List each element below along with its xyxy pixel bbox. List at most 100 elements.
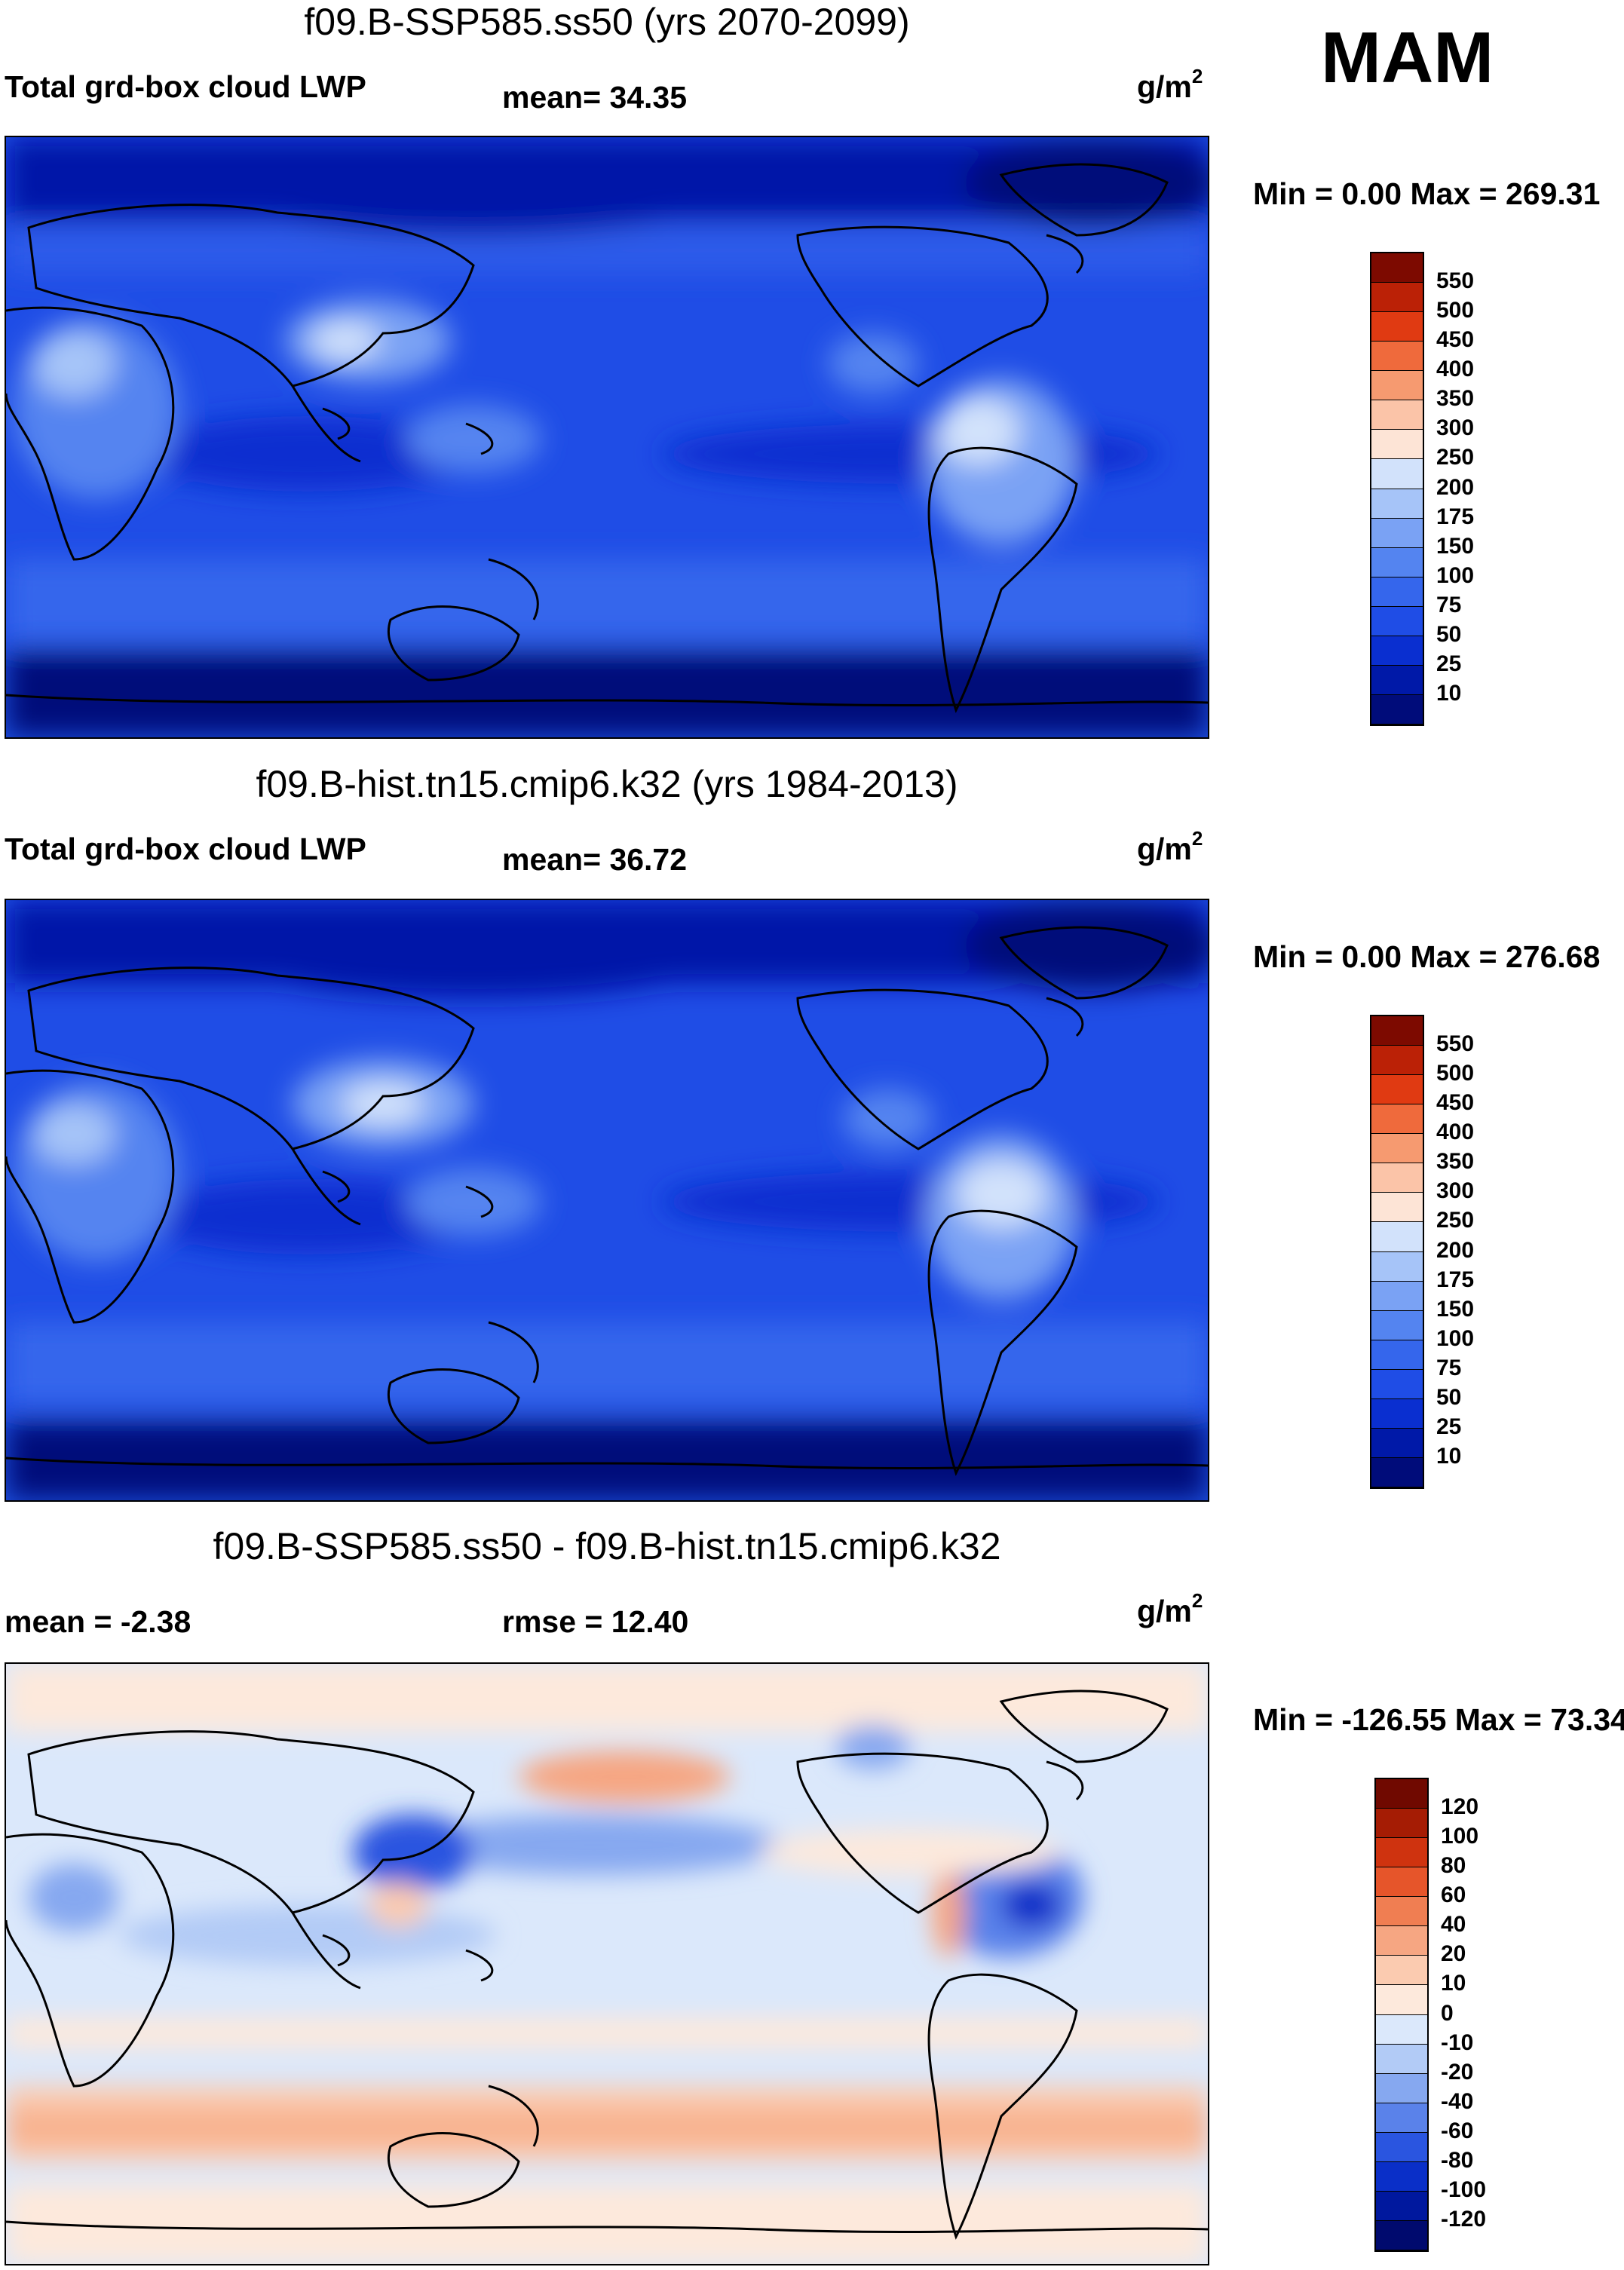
colorbar-tick-label: 350 [1436, 1149, 1475, 1175]
colorbar-tick-label: 400 [1436, 357, 1475, 382]
variable-label: Total grd-box cloud LWP [5, 832, 366, 866]
colorbar-cell [1376, 2220, 1427, 2250]
colorbar-tick-label: -10 [1441, 2030, 1474, 2055]
colorbar-tick-label: -20 [1441, 2059, 1474, 2085]
colorbar-tick-label: -120 [1441, 2206, 1487, 2232]
colorbar-tick-label: 60 [1441, 1882, 1466, 1908]
colorbar-cell [1371, 1398, 1423, 1429]
contour-map [6, 1664, 1208, 2264]
colorbar-cell [1371, 1340, 1423, 1370]
colorbar-tick-label: -80 [1441, 2147, 1474, 2173]
colorbar-cell [1371, 1163, 1423, 1193]
colorbar-cell [1371, 342, 1423, 372]
colorbar-cell [1376, 2132, 1427, 2162]
colorbar-tick-label: 20 [1441, 1941, 1466, 1967]
colorbar-tick-label: 100 [1441, 1824, 1479, 1849]
colorbar-tick-label: 450 [1436, 1090, 1475, 1116]
colorbar-tick-label: 10 [1436, 680, 1462, 706]
colorbar-tick-label: 10 [1436, 1443, 1462, 1469]
colorbar-tick-label: 80 [1441, 1853, 1466, 1879]
colorbar-tick-label: 200 [1436, 474, 1475, 500]
colorbar-cell [1371, 430, 1423, 460]
colorbar-cell [1376, 1809, 1427, 1839]
colorbar-cell [1371, 1046, 1423, 1076]
colorbar-cell [1371, 1075, 1423, 1105]
colorbar-cell [1371, 1369, 1423, 1399]
mean-label: mean = -2.38 [5, 1604, 192, 1639]
colorbar-cell [1376, 2073, 1427, 2103]
colorbar-tick-label: 175 [1436, 504, 1475, 529]
colorbar-cell [1371, 1428, 1423, 1458]
colorbar-tick-label: 0 [1441, 2000, 1454, 2026]
colorbar-cell [1371, 1457, 1423, 1487]
colorbar-cell [1371, 1104, 1423, 1135]
min-max-label: Min = 0.00 Max = 276.68 [1253, 939, 1601, 974]
colorbar-cell [1376, 2103, 1427, 2133]
coastlines [6, 1689, 1208, 2240]
colorbar-cell [1371, 1310, 1423, 1340]
colorbar-tick-label: 500 [1436, 1061, 1475, 1086]
colorbar-cell [1376, 1926, 1427, 1956]
panel-title: f09.B-SSP585.ss50 (yrs 2070-2099) [304, 1, 910, 43]
colorbar-cell [1371, 1281, 1423, 1311]
colorbar-tick-label: 550 [1436, 268, 1475, 294]
colorbar-tick-label: 450 [1436, 327, 1475, 353]
colorbar-tick-label: 25 [1436, 651, 1462, 676]
coastlines [6, 163, 1208, 713]
colorbar-tick-label: -100 [1441, 2177, 1487, 2202]
colorbar [1374, 1778, 1429, 2252]
variable-label: Total grd-box cloud LWP [5, 69, 366, 104]
map-ssp585 [5, 136, 1209, 739]
colorbar-tick-label: 40 [1441, 1912, 1466, 1938]
colorbar-cell [1371, 283, 1423, 313]
colorbar-tick-label: -40 [1441, 2088, 1474, 2114]
colorbar-cell [1376, 1956, 1427, 1986]
colorbar-cell [1371, 606, 1423, 636]
colorbar-tick-label: 200 [1436, 1237, 1475, 1263]
colorbar-tick-label: 300 [1436, 1178, 1475, 1204]
colorbar-tick-label: 300 [1436, 415, 1475, 441]
colorbar-cell [1371, 253, 1423, 283]
colorbar-tick-label: -60 [1441, 2118, 1474, 2143]
colorbar-tick-label: 25 [1436, 1414, 1462, 1439]
contour-map [6, 137, 1208, 737]
colorbar-cell [1376, 2044, 1427, 2074]
colorbar-cell [1371, 665, 1423, 695]
colorbar-tick-label: 350 [1436, 386, 1475, 412]
colorbar-tick-label: 250 [1436, 1208, 1475, 1233]
colorbar-cell [1371, 636, 1423, 666]
unit-label: g/m2 [1137, 827, 1203, 866]
colorbar-cell [1376, 1897, 1427, 1927]
colorbar-tick-label: 400 [1436, 1120, 1475, 1145]
panel-title: f09.B-SSP585.ss50 - f09.B-hist.tn15.cmip… [213, 1525, 1001, 1567]
colorbar-cell [1371, 1222, 1423, 1252]
colorbar-cell [1371, 547, 1423, 577]
colorbar-cell [1371, 518, 1423, 548]
colorbar-tick-label: 100 [1436, 562, 1475, 588]
colorbar-cell [1371, 694, 1423, 725]
colorbar-cell [1371, 1193, 1423, 1223]
colorbar-cell [1376, 1779, 1427, 1809]
colorbar-tick-label: 250 [1436, 445, 1475, 470]
unit-label: g/m2 [1137, 1589, 1203, 1628]
colorbar-cell [1376, 1838, 1427, 1868]
map-hist [5, 899, 1209, 1502]
colorbar-tick-label: 550 [1436, 1031, 1475, 1057]
colorbar-tick-label: 50 [1436, 1384, 1462, 1410]
colorbar [1370, 252, 1424, 726]
colorbar-cell [1376, 2161, 1427, 2192]
colorbar-cell [1376, 2191, 1427, 2221]
season-label: MAM [1321, 17, 1494, 98]
colorbar-cell [1371, 1134, 1423, 1164]
colorbar-tick-label: 75 [1436, 1355, 1462, 1380]
colorbar-cell [1376, 2014, 1427, 2045]
colorbar [1370, 1015, 1424, 1489]
colorbar-cell [1371, 577, 1423, 607]
colorbar-tick-label: 10 [1441, 1971, 1466, 1996]
colorbar-cell [1371, 312, 1423, 342]
colorbar-tick-label: 120 [1441, 1794, 1479, 1820]
colorbar-tick-label: 175 [1436, 1267, 1475, 1292]
colorbar-cell [1371, 1016, 1423, 1046]
unit-label: g/m2 [1137, 65, 1203, 104]
coastlines [6, 926, 1208, 1476]
